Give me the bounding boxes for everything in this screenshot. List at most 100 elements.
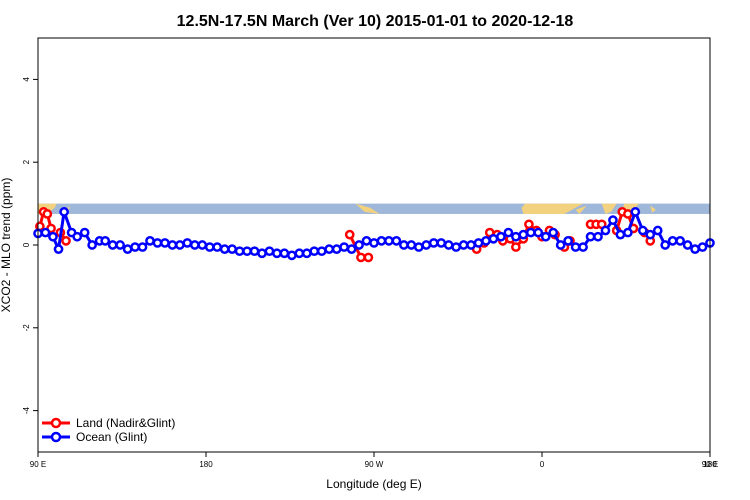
ocean-point xyxy=(234,246,245,257)
ocean-point xyxy=(623,227,633,238)
ocean-point xyxy=(570,242,581,252)
ocean-point xyxy=(167,240,178,250)
ocean-point xyxy=(145,236,155,246)
ocean-point xyxy=(87,240,97,250)
map-land-shape xyxy=(521,203,584,214)
land-point xyxy=(511,242,521,252)
ocean-point xyxy=(53,244,64,254)
ocean-point xyxy=(264,246,275,257)
ocean-point xyxy=(481,236,491,246)
ocean-point xyxy=(555,240,566,250)
ocean-point xyxy=(331,244,342,254)
land-point xyxy=(42,209,53,219)
map-strip xyxy=(38,203,710,214)
land-point xyxy=(524,219,534,230)
ocean-point xyxy=(488,233,499,244)
ocean-point xyxy=(115,240,125,250)
ocean-point xyxy=(249,246,260,257)
y-tick-label: 0 xyxy=(22,242,31,247)
ocean-point xyxy=(384,236,394,246)
x-tick-label: 90 E xyxy=(30,460,46,469)
ocean-point xyxy=(697,242,708,252)
y-axis-label: XCO2 - MLO trend (ppm) xyxy=(0,178,13,313)
ocean-point xyxy=(324,244,335,254)
ocean-point xyxy=(301,248,312,259)
ocean-point xyxy=(354,240,364,250)
ocean-point xyxy=(160,238,170,248)
ocean-point xyxy=(369,238,379,248)
map-land-shape xyxy=(601,203,617,214)
ocean-point xyxy=(152,238,163,248)
y-tick-label: 2 xyxy=(22,159,31,164)
x-axis-label: Longitude (deg E) xyxy=(326,477,421,491)
ocean-point xyxy=(122,244,133,254)
ocean-point xyxy=(197,240,208,250)
map-ocean-band xyxy=(38,203,710,214)
map-land-shape xyxy=(355,203,380,214)
ocean-point xyxy=(182,238,193,248)
ocean-point xyxy=(652,225,663,236)
ocean-point xyxy=(428,238,439,248)
legend: Land (Nadir&Glint) Ocean (Glint) xyxy=(42,416,175,444)
ocean-point xyxy=(294,248,305,259)
ocean-point xyxy=(279,248,290,259)
ocean-point xyxy=(548,227,559,238)
ocean-point xyxy=(637,225,648,236)
x-tick-label: 0 xyxy=(540,460,545,469)
ocean-point xyxy=(675,236,685,246)
ocean-point xyxy=(257,248,267,259)
ocean-point xyxy=(212,242,223,252)
ocean-point xyxy=(608,215,618,226)
ocean-point xyxy=(72,231,83,242)
ocean-point xyxy=(376,236,387,246)
ocean-point xyxy=(48,231,58,242)
ocean-point xyxy=(316,246,327,257)
ocean-point xyxy=(451,242,461,252)
ocean-point xyxy=(272,248,282,259)
ocean-point xyxy=(458,240,469,250)
legend-land-marker xyxy=(50,417,62,429)
ocean-point xyxy=(585,231,596,242)
chart-title: 12.5N-17.5N March (Ver 10) 2015-01-01 to… xyxy=(177,13,574,30)
legend-land-label: Land (Nadir&Glint) xyxy=(76,416,175,430)
x-tick-label: 90 E xyxy=(702,460,718,469)
ocean-point xyxy=(563,236,573,246)
ocean-point xyxy=(100,236,111,246)
ocean-point xyxy=(59,207,69,217)
ocean-point xyxy=(511,231,521,242)
ocean-point xyxy=(593,231,603,242)
map-land-shape xyxy=(650,205,656,213)
land-point xyxy=(623,209,633,219)
map-land-shape xyxy=(575,205,587,214)
ocean-point xyxy=(406,240,417,250)
ocean-point xyxy=(287,250,297,261)
y-tick-label: -4 xyxy=(22,406,31,414)
ocean-point xyxy=(391,236,402,246)
ocean-point xyxy=(443,240,454,250)
ocean-point xyxy=(690,244,700,254)
land-point xyxy=(61,236,71,246)
x-tick-label: 180 xyxy=(199,460,213,469)
ocean-point xyxy=(615,229,626,240)
land-point xyxy=(363,252,374,263)
ocean-point xyxy=(645,229,656,240)
ocean-point xyxy=(399,240,409,250)
land-point xyxy=(344,229,355,240)
x-tick-label: 90 W xyxy=(365,460,384,469)
y-tick-label: -2 xyxy=(22,324,31,332)
y-axis: -4 -2 0 2 4 xyxy=(22,77,38,414)
ocean-point xyxy=(137,242,148,252)
ocean-point xyxy=(682,240,693,250)
ocean-point xyxy=(533,227,544,238)
ocean-point xyxy=(600,225,611,236)
ocean-point xyxy=(436,238,447,248)
ocean-point xyxy=(339,242,349,252)
ocean-point xyxy=(40,227,51,238)
ocean-point xyxy=(518,229,529,240)
ocean-point xyxy=(667,236,678,246)
ocean-point xyxy=(227,244,237,254)
ocean-point xyxy=(242,246,252,257)
ocean-point xyxy=(175,240,185,250)
